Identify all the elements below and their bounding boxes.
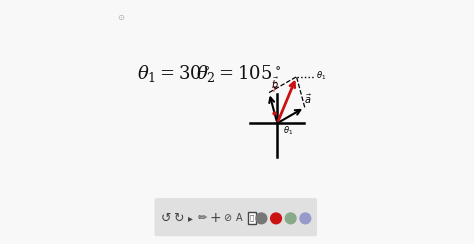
- Text: ⛰: ⛰: [250, 215, 254, 222]
- Text: A: A: [236, 214, 243, 223]
- Text: $\vec{a}$: $\vec{a}$: [303, 93, 311, 106]
- FancyBboxPatch shape: [248, 212, 256, 224]
- Text: $\vec{b}$: $\vec{b}$: [272, 76, 279, 91]
- Circle shape: [285, 213, 296, 224]
- Text: $\vec{r}$: $\vec{r}$: [272, 80, 278, 95]
- Text: ⊘: ⊘: [223, 214, 231, 223]
- Text: ✏: ✏: [198, 214, 208, 223]
- Text: ⊙: ⊙: [118, 13, 125, 21]
- Text: ↺: ↺: [161, 212, 172, 225]
- Text: +: +: [209, 211, 221, 225]
- Circle shape: [256, 213, 267, 224]
- Text: ▸: ▸: [188, 214, 193, 223]
- Circle shape: [271, 213, 282, 224]
- FancyBboxPatch shape: [155, 198, 317, 236]
- Text: $\theta_1$: $\theta_1$: [316, 69, 326, 82]
- Text: $\theta_1 = 30^\circ$: $\theta_1 = 30^\circ$: [137, 63, 210, 84]
- Text: $\theta_1$: $\theta_1$: [283, 124, 293, 137]
- Circle shape: [300, 213, 310, 224]
- Text: ↻: ↻: [173, 212, 184, 225]
- Text: $\theta_2 = 105^\circ$: $\theta_2 = 105^\circ$: [195, 63, 281, 84]
